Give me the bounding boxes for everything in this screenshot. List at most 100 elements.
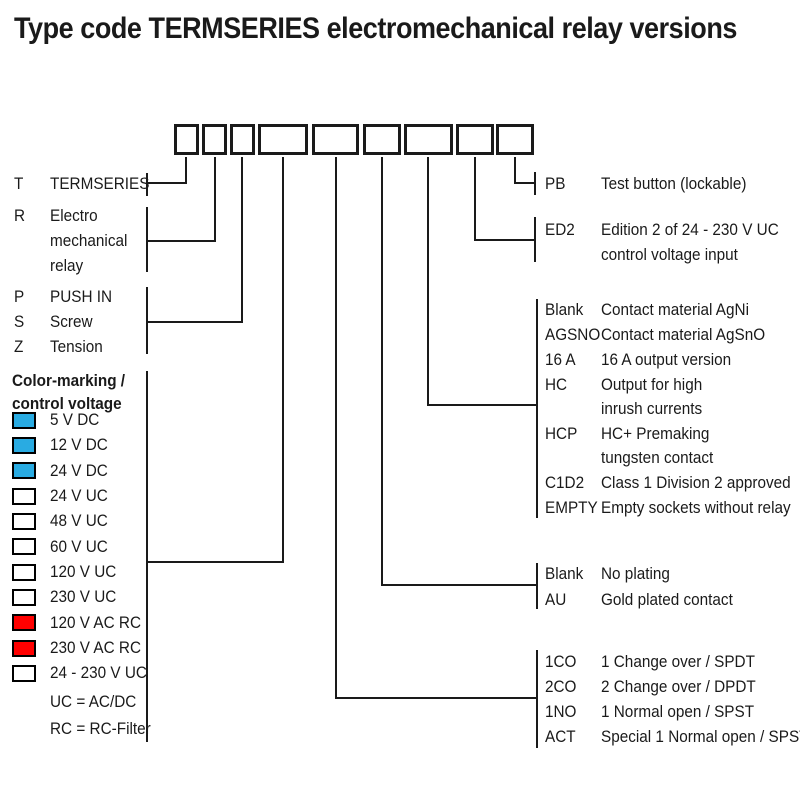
code-letter-z: Z: [14, 337, 24, 356]
code-blank-material: Blank: [545, 300, 584, 319]
voltage-swatch: [12, 488, 36, 505]
note-uc: UC = AC/DC: [50, 692, 137, 711]
heading-color-marking-1: Color-marking /: [12, 371, 126, 390]
connector-line-series: [146, 182, 187, 184]
bracket-clamp: [146, 287, 148, 354]
bracket-relay: [146, 207, 148, 272]
voltage-swatch: [12, 513, 36, 530]
bracket-plating: [536, 563, 538, 609]
desc-ed2-1: Edition 2 of 24 - 230 V UC: [601, 220, 779, 239]
label-tension: Tension: [50, 337, 103, 356]
bracket-series: [146, 173, 148, 196]
label-termseries: TERMSERIES: [50, 174, 150, 193]
connector-line-output: [427, 404, 538, 406]
voltage-label: 24 - 230 V UC: [50, 663, 147, 682]
code-2co: 2CO: [545, 677, 577, 696]
connector-line-clamp: [146, 321, 243, 323]
note-rc: RC = RC-Filter: [50, 719, 151, 738]
label-relay-line2: mechanical: [50, 231, 128, 250]
connector-line-contacts: [335, 697, 538, 699]
code-1co: 1CO: [545, 652, 577, 671]
code-letter-t: T: [14, 174, 24, 193]
desc-gold-plated: Gold plated contact: [601, 590, 733, 609]
voltage-label: 120 V AC RC: [50, 613, 141, 632]
connector-line-box1: [185, 157, 187, 184]
connector-line-testbtn: [514, 182, 536, 184]
connector-line-box7: [427, 157, 429, 406]
bracket-edition: [534, 217, 536, 262]
type-code-box-6: [363, 124, 401, 155]
voltage-swatch: [12, 665, 36, 682]
connector-line-voltage: [146, 561, 284, 563]
connector-line-relay: [146, 240, 216, 242]
desc-pb: Test button (lockable): [601, 174, 747, 193]
page-title: Type code TERMSERIES electromechanical r…: [14, 12, 737, 45]
type-code-box-9: [496, 124, 534, 155]
voltage-label: 60 V UC: [50, 537, 108, 556]
code-empty: EMPTY: [545, 498, 598, 517]
type-code-box-4: [258, 124, 308, 155]
voltage-label: 24 V UC: [50, 486, 108, 505]
desc-hc-2: inrush currents: [601, 399, 703, 418]
desc-no-plating: No plating: [601, 564, 670, 583]
code-blank-plating: Blank: [545, 564, 584, 583]
connector-line-box3: [241, 157, 243, 323]
voltage-swatch: [12, 614, 36, 631]
voltage-label: 24 V DC: [50, 461, 108, 480]
code-1no: 1NO: [545, 702, 577, 721]
type-code-box-8: [456, 124, 494, 155]
desc-1co: 1 Change over / SPDT: [601, 652, 755, 671]
desc-agsno: Contact material AgSnO: [601, 325, 766, 344]
type-code-box-7: [404, 124, 453, 155]
connector-line-box2: [214, 157, 216, 242]
voltage-swatch: [12, 462, 36, 479]
voltage-label: 230 V AC RC: [50, 638, 141, 657]
voltage-label: 12 V DC: [50, 435, 108, 454]
desc-hc-1: Output for high: [601, 375, 703, 394]
desc-1no: 1 Normal open / SPST: [601, 702, 755, 721]
code-hc: HC: [545, 375, 568, 394]
bracket-voltage: [146, 371, 148, 742]
type-code-box-2: [202, 124, 227, 155]
voltage-swatch: [12, 564, 36, 581]
code-agsno: AGSNO: [545, 325, 601, 344]
desc-agni: Contact material AgNi: [601, 300, 749, 319]
voltage-label: 230 V UC: [50, 587, 117, 606]
bracket-output: [536, 299, 538, 518]
desc-hcp-2: tungsten contact: [601, 448, 714, 467]
code-act: ACT: [545, 727, 576, 746]
voltage-swatch: [12, 437, 36, 454]
voltage-swatch: [12, 589, 36, 606]
connector-line-box4: [282, 157, 284, 563]
desc-hcp-1: HC+ Premaking: [601, 424, 710, 443]
code-letter-r: R: [14, 206, 26, 225]
connector-line-plating: [381, 584, 538, 586]
desc-ed2-2: control voltage input: [601, 245, 738, 264]
desc-c1d2: Class 1 Division 2 approved: [601, 473, 791, 492]
desc-16a: 16 A output version: [601, 350, 732, 369]
type-code-box-1: [174, 124, 199, 155]
voltage-label: 5 V DC: [50, 410, 100, 429]
label-relay-line1: Electro: [50, 206, 98, 225]
code-16a: 16 A: [545, 350, 576, 369]
desc-empty: Empty sockets without relay: [601, 498, 791, 517]
connector-line-box5: [335, 157, 337, 699]
type-code-box-3: [230, 124, 255, 155]
code-c1d2: C1D2: [545, 473, 585, 492]
code-au: AU: [545, 590, 567, 609]
desc-act: Special 1 Normal open / SPST: [601, 727, 800, 746]
connector-line-box8: [474, 157, 476, 241]
bracket-contacts: [536, 650, 538, 748]
code-pb: PB: [545, 174, 566, 193]
code-ed2: ED2: [545, 220, 575, 239]
voltage-label: 48 V UC: [50, 511, 108, 530]
voltage-label: 120 V UC: [50, 562, 117, 581]
voltage-swatch: [12, 640, 36, 657]
connector-line-box9: [514, 157, 516, 184]
heading-color-marking-2: control voltage: [12, 394, 122, 413]
code-letter-s: S: [14, 312, 25, 331]
label-screw: Screw: [50, 312, 93, 331]
voltage-swatch: [12, 538, 36, 555]
voltage-swatch: [12, 412, 36, 429]
